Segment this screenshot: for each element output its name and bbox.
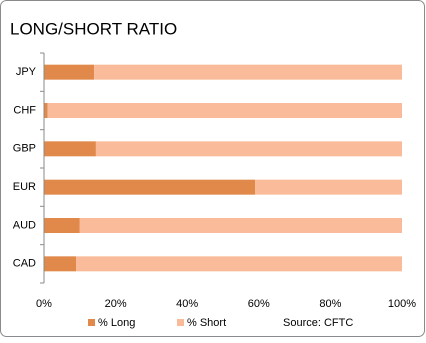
y-tick-label: CHF [13, 104, 36, 116]
bar-segment [95, 141, 402, 157]
legend-label: % Long [98, 317, 135, 329]
legend-label: % Short [187, 317, 226, 329]
annotation: Source: CFTC [283, 317, 353, 329]
legend-swatch [177, 319, 184, 326]
x-tick-label: 100% [388, 298, 416, 310]
bar-segment [79, 218, 403, 233]
bar-segment [44, 103, 48, 118]
bar-segment [44, 256, 77, 272]
legend-swatch [88, 319, 95, 326]
chart-title: LONG/SHORT RATIO [10, 19, 177, 38]
y-tick-label: AUD [13, 219, 36, 231]
y-tick-label: GBP [13, 143, 36, 155]
x-tick-label: 60% [248, 298, 270, 310]
bar-segment [255, 179, 402, 195]
x-tick-label: 20% [105, 298, 127, 310]
x-tick-label: 0% [36, 298, 52, 310]
bar-segment [44, 179, 256, 195]
bar-segment [44, 218, 80, 233]
bar-segment [44, 64, 95, 80]
x-tick-label: 40% [176, 298, 198, 310]
bar-segment [94, 64, 403, 80]
y-tick-label: EUR [13, 181, 36, 193]
bar-segment [76, 256, 402, 272]
y-tick-label: CAD [13, 258, 36, 270]
bar-segment [44, 141, 96, 157]
bar-segment [47, 103, 402, 118]
x-tick-label: 80% [319, 298, 341, 310]
y-tick-label: JPY [16, 66, 37, 78]
